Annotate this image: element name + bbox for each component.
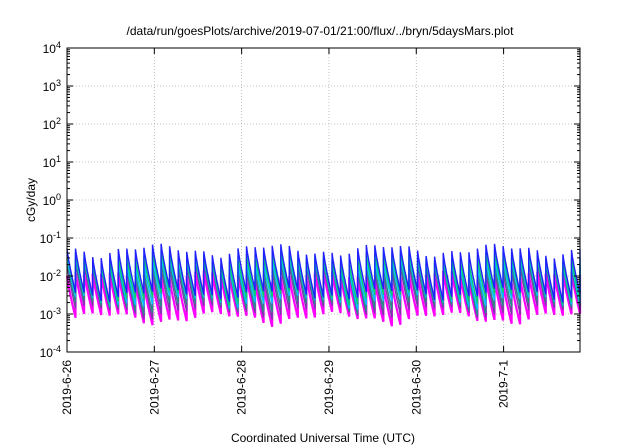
- y-tick-label: 104: [43, 40, 61, 56]
- x-tick-label: 2019-6-27: [147, 360, 161, 415]
- series-line: [66, 243, 581, 303]
- y-tick-label: 102: [43, 116, 61, 132]
- x-tick-label: 2019-6-26: [60, 360, 74, 415]
- y-axis: 10-4 10-3 10-2 10-1 100 101 102 103 104: [40, 40, 580, 360]
- x-axis-label: Coordinated Universal Time (UTC): [231, 431, 415, 445]
- y-tick-label: 10-4: [40, 344, 61, 360]
- y-tick-label: 10-2: [40, 268, 61, 284]
- x-tick-label: 2019-7-1: [497, 360, 511, 408]
- y-tick-label: 10-1: [40, 230, 61, 246]
- x-tick-label: 2019-6-30: [409, 360, 423, 415]
- chart-title: /data/run/goesPlots/archive/2019-07-01/2…: [127, 24, 515, 38]
- y-axis-label: cGy/day: [24, 178, 38, 222]
- y-tick-label: 103: [43, 78, 61, 94]
- x-tick-label: 2019-6-28: [235, 360, 249, 415]
- y-tick-label: 101: [43, 154, 61, 170]
- x-axis: 2019-6-26 2019-6-27 2019-6-28 2019-6-29 2019…: [60, 48, 511, 415]
- y-tick-label: 100: [43, 192, 61, 208]
- y-tick-label: 10-3: [40, 306, 61, 322]
- x-tick-label: 2019-6-29: [322, 360, 336, 415]
- data-series: [65, 243, 582, 328]
